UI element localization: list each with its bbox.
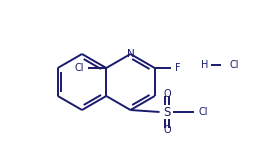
Text: O: O: [163, 89, 171, 99]
Text: O: O: [163, 125, 171, 135]
Text: F: F: [175, 63, 180, 73]
Text: Cl: Cl: [229, 60, 239, 70]
Text: H: H: [201, 60, 209, 70]
Text: N: N: [127, 49, 134, 59]
Text: Cl: Cl: [75, 63, 84, 73]
Text: S: S: [163, 105, 170, 119]
Text: Cl: Cl: [198, 107, 208, 117]
